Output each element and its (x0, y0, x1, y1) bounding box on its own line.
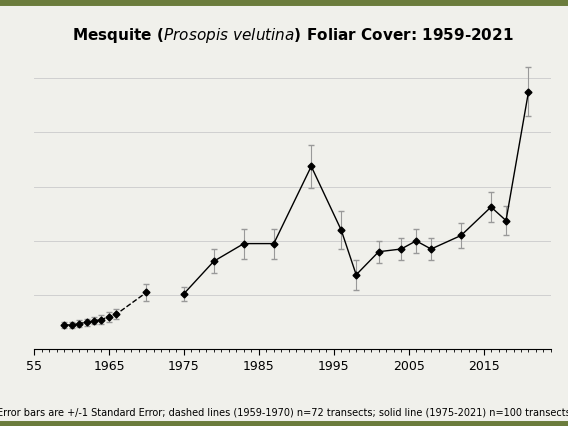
Title: Mesquite ($\mathit{Prosopis\ velutina}$) Foliar Cover: 1959-2021: Mesquite ($\mathit{Prosopis\ velutina}$)… (72, 26, 513, 45)
Text: Error bars are +/-1 Standard Error; dashed lines (1959-1970) n=72 transects; sol: Error bars are +/-1 Standard Error; dash… (0, 408, 568, 417)
